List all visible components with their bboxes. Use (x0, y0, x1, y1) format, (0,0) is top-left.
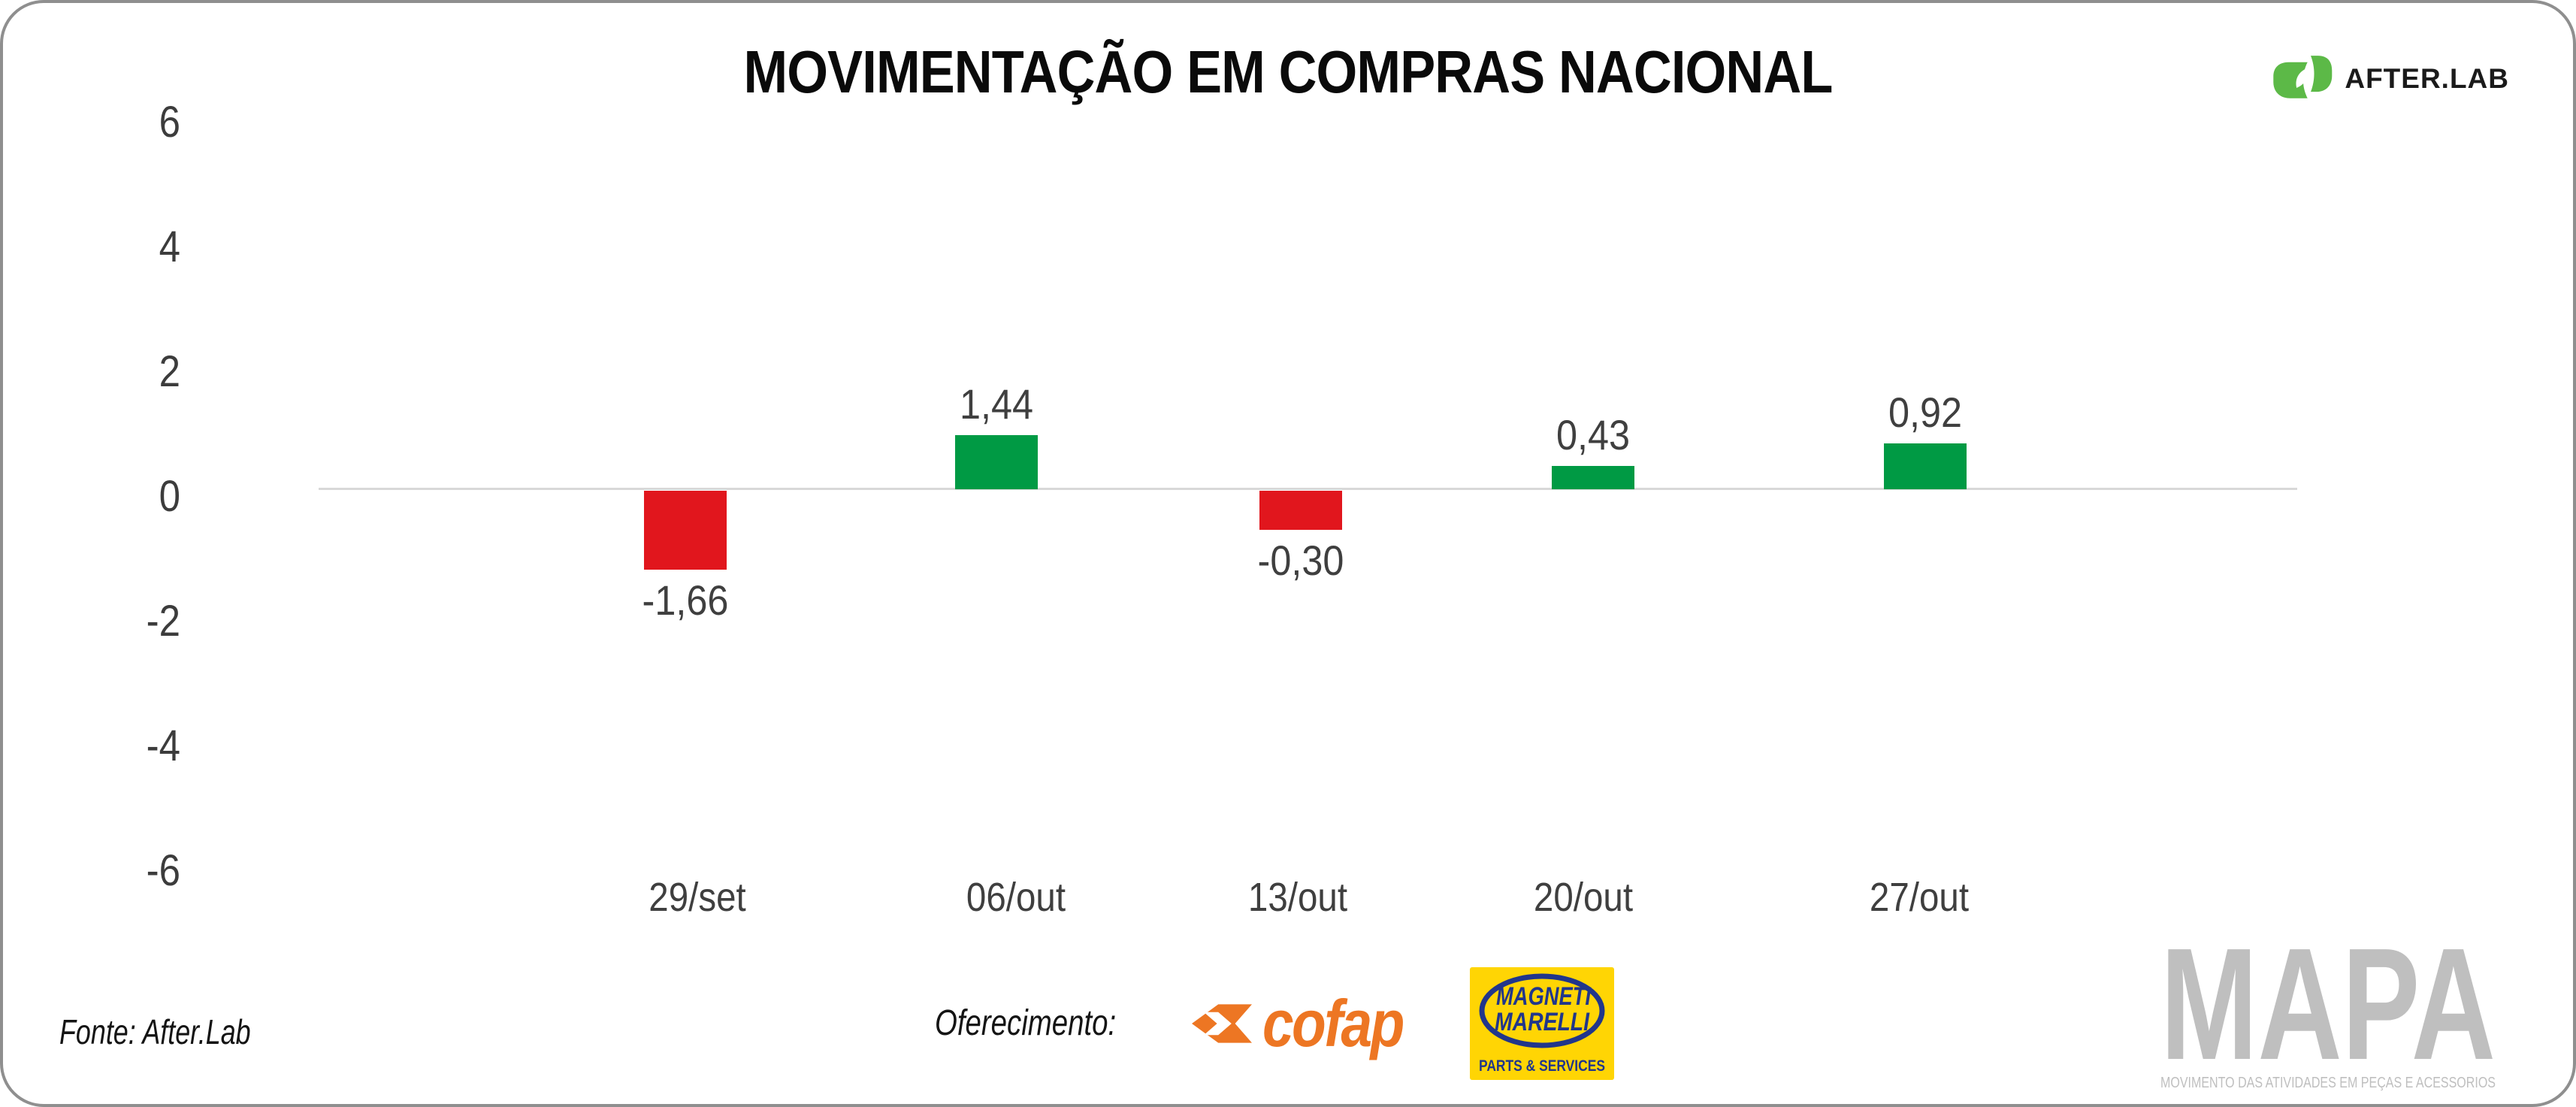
zero-gridline (319, 488, 2297, 490)
x-category-label: 06/out (966, 875, 1066, 920)
page-title: MOVIMENTAÇÃO EM COMPRAS NACIONAL (743, 38, 1834, 105)
bar-29/set (644, 491, 727, 570)
bar-20/out (1552, 466, 1634, 489)
bar-27/out (1884, 443, 1967, 489)
mm-line2: MARELLI (1495, 1008, 1590, 1036)
afterlab-logo: AFTER.LAB (2269, 51, 2509, 107)
mapa-watermark: MAPA MOVIMENTO DAS ATIVIDADES EM PEÇAS E… (2157, 915, 2496, 1100)
bar-value-label: 0,92 (1888, 389, 1963, 436)
mapa-title: MAPA (2160, 935, 2496, 1093)
plot-area: 6 4 2 0 -2 -4 -6 -1,66 29/set 1,44 06/out -0,30 13/… (3, 3, 2573, 1104)
bar-value-label: 0,43 (1556, 411, 1631, 458)
bar-13/out (1259, 491, 1342, 530)
afterlab-leaves-icon (2273, 56, 2333, 98)
cofap-logo: cofap (1192, 986, 1428, 1060)
y-tick-label: -4 (146, 721, 180, 770)
mapa-subtitle: MOVIMENTO DAS ATIVIDADES EM PEÇAS E ACES… (2160, 1075, 2496, 1091)
x-category-label: 29/set (649, 875, 746, 920)
y-tick-label: -6 (146, 846, 180, 895)
y-tick-label: 4 (159, 222, 180, 271)
bar-06/out (955, 435, 1038, 489)
source-note: Fonte: After.Lab (59, 1012, 251, 1051)
y-tick-label: 6 (159, 98, 180, 147)
sponsor-label: Oferecimento: (935, 1003, 1117, 1043)
y-tick-label: -2 (146, 597, 180, 646)
y-tick-label: 0 (159, 472, 180, 521)
cofap-wordmark: cofap (1262, 986, 1404, 1060)
x-category-label: 13/out (1247, 875, 1348, 920)
bar-value-label: -0,30 (1257, 537, 1344, 584)
bar-value-label: -1,66 (642, 576, 729, 624)
cofap-arrow-icon (1192, 1004, 1252, 1043)
x-category-label: 20/out (1533, 875, 1634, 920)
magneti-marelli-logo: MAGNETI MARELLI PARTS & SERVICES (1470, 967, 1614, 1084)
afterlab-wordmark: AFTER.LAB (2345, 63, 2509, 94)
x-category-label: 27/out (1869, 875, 1970, 920)
bar-value-label: 1,44 (959, 380, 1034, 428)
mm-line3: PARTS & SERVICES (1479, 1057, 1605, 1075)
y-tick-label: 2 (159, 347, 180, 396)
mm-line1: MAGNETI (1496, 982, 1592, 1011)
magneti-marelli-badge-icon: MAGNETI MARELLI PARTS & SERVICES (1470, 967, 1614, 1080)
